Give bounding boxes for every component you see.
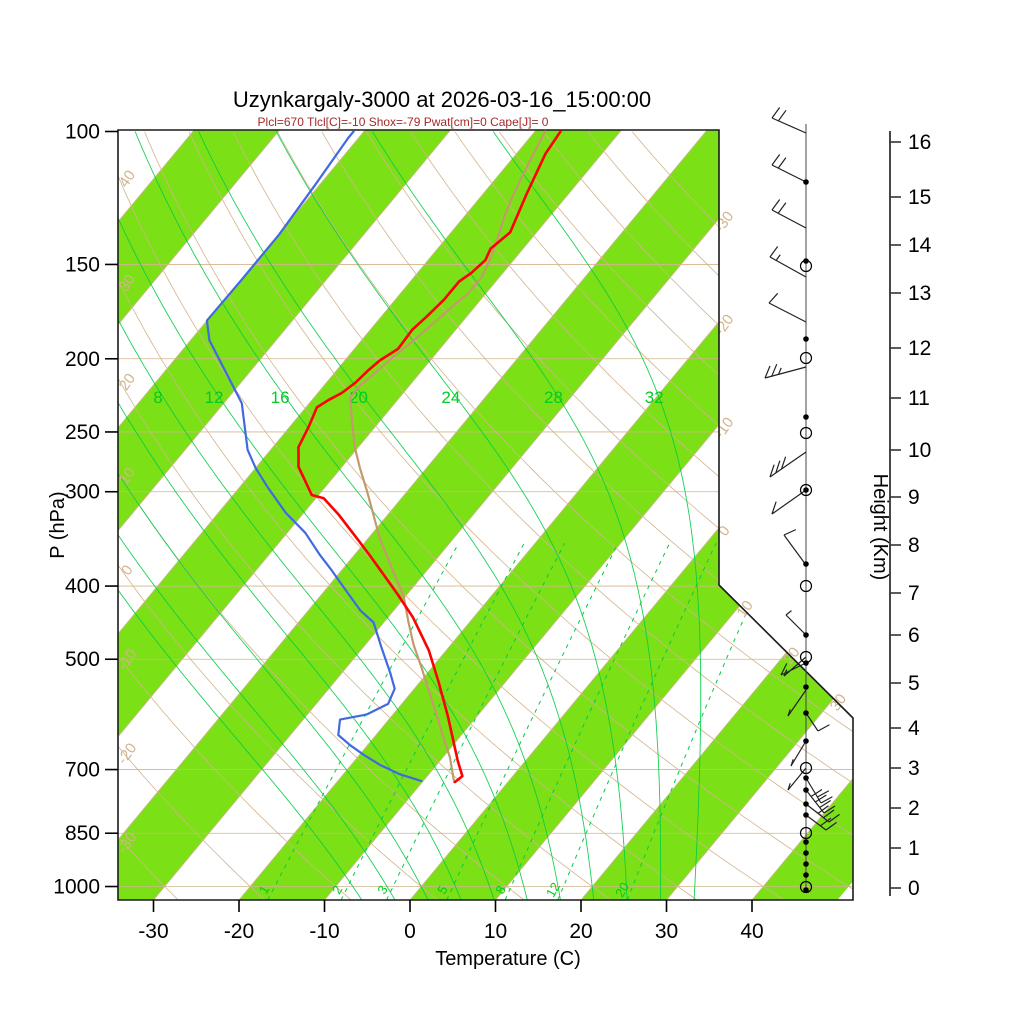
mixing-ratio-label: 3 [374, 883, 391, 897]
moist-adiabat-label: 12 [205, 388, 224, 407]
parcel-curve [349, 130, 547, 784]
wind-station-dot [803, 179, 809, 185]
mixing-ratio-label: 20 [612, 880, 632, 900]
height-tick-label: 9 [908, 486, 920, 509]
temperature-tick-label: 30 [655, 920, 678, 943]
dry-adiabat-label: 0 [118, 562, 137, 579]
pressure-tick-label: 100 [65, 121, 100, 144]
pressure-tick-label: 250 [65, 421, 100, 444]
moist-adiabat-label: 8 [153, 388, 162, 407]
height-axis-title: Height (Km) [869, 474, 891, 581]
page-title: Uzynkargaly-3000 at 2026-03-16_15:00:00 [233, 87, 651, 112]
wind-station-dot [803, 336, 809, 342]
pressure-tick-label: 500 [65, 648, 100, 671]
height-tick-label: 14 [908, 234, 932, 257]
wind-station-circle [799, 826, 813, 840]
temperature-tick-label: 40 [740, 920, 763, 943]
wind-station-dot [803, 787, 809, 793]
height-tick-label: 4 [908, 717, 920, 740]
temperature-tick-label: -10 [309, 920, 339, 943]
wind-station-dot [803, 684, 809, 690]
temperature-tick-label: 0 [404, 920, 416, 943]
temperature-tick-label: -30 [138, 920, 168, 943]
wind-station-circle [799, 650, 813, 664]
dry-adiabat-label: 40 [116, 167, 139, 190]
moist-adiabat-label: 20 [349, 388, 368, 407]
wind-station-dot [803, 487, 809, 493]
moist-adiabat-label: 16 [271, 388, 290, 407]
height-tick-label: 0 [908, 877, 920, 900]
wind-station-dot [803, 839, 809, 845]
dry-adiabat-label: 20 [116, 370, 139, 393]
height-tick-label: 2 [908, 797, 920, 820]
pressure-tick-label: 200 [65, 348, 100, 371]
wind-station-dot [803, 887, 809, 893]
wind-station-circle [799, 880, 813, 894]
temperature-tick-label: 20 [569, 920, 592, 943]
dewpoint-curve [205, 130, 423, 783]
height-tick-label: 16 [908, 131, 931, 154]
wind-station-circle [799, 579, 813, 593]
wind-station-circle [799, 761, 813, 775]
pressure-tick-label: 150 [65, 253, 100, 276]
temperature-curve [297, 130, 562, 784]
wind-station-dot [803, 861, 809, 867]
height-tick-label: 10 [908, 439, 931, 462]
dry-adiabat-label: 30 [116, 271, 139, 294]
wind-station-dot [803, 812, 809, 818]
mixing-ratio-label: 12 [543, 880, 563, 900]
wind-station-dot [803, 850, 809, 856]
y-axis-title: P (hPa) [47, 491, 69, 558]
sounding-profiles [205, 130, 562, 784]
dry-adiabat-label: 10 [116, 465, 139, 488]
height-tick-label: 12 [908, 337, 931, 360]
x-axis-title: Temperature (C) [435, 948, 581, 970]
wind-column [764, 107, 840, 894]
wind-station-dot [803, 738, 809, 744]
wind-station-dot [803, 414, 809, 420]
moist-adiabat-label: 24 [441, 388, 460, 407]
pressure-tick-label: 400 [65, 575, 100, 598]
wind-station-dot [803, 632, 809, 638]
dry-adiabat-label: 10 [733, 597, 756, 620]
height-tick-label: 5 [908, 672, 920, 695]
height-tick-label: 15 [908, 186, 931, 209]
plot-border [117, 129, 854, 901]
dry-adiabat-label: 20 [780, 644, 803, 667]
wind-station-dot [803, 710, 809, 716]
moist-adiabat-label: 28 [544, 388, 563, 407]
temperature-tick-label: 10 [484, 920, 507, 943]
height-tick-label: 7 [908, 582, 920, 605]
height-tick-label: 13 [908, 282, 931, 305]
height-tick-label: 3 [908, 757, 920, 780]
wind-station-circle [799, 483, 813, 497]
wind-station-circle [799, 351, 813, 365]
height-tick-label: 1 [908, 837, 920, 860]
temperature-tick-label: -20 [224, 920, 254, 943]
wind-station-circle [799, 259, 813, 273]
pressure-tick-label: 300 [65, 481, 100, 504]
wind-station-dot [803, 801, 809, 807]
height-tick-label: 6 [908, 624, 920, 647]
chart-subtitle: Plcl=670 Tlcl[C]=-10 Shox=-79 Pwat[cm]=0… [258, 115, 549, 129]
height-tick-label: 11 [908, 387, 930, 410]
wind-station-dot [803, 775, 809, 781]
wind-station-dot [803, 872, 809, 878]
wind-station-dot [803, 561, 809, 567]
pressure-tick-label: 700 [65, 759, 100, 782]
pressure-tick-label: 850 [65, 822, 100, 845]
moist-adiabat-label: 32 [645, 388, 664, 407]
pressure-tick-label: 1000 [53, 876, 100, 899]
wind-station-circle [799, 426, 813, 440]
height-tick-label: 8 [908, 534, 920, 557]
